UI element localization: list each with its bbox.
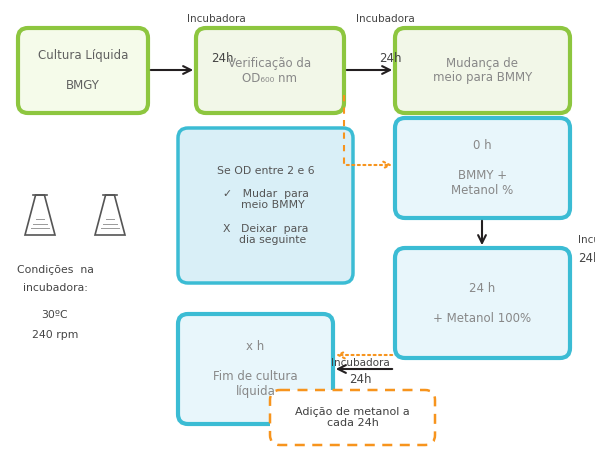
FancyBboxPatch shape [395, 28, 570, 113]
Text: 24h: 24h [349, 373, 371, 386]
Text: 24h: 24h [578, 252, 595, 265]
Text: Incubadora: Incubadora [187, 14, 245, 24]
Text: 240 rpm: 240 rpm [32, 330, 78, 340]
Text: 24h: 24h [211, 52, 233, 65]
Text: Verificação da
OD₆₀₀ nm: Verificação da OD₆₀₀ nm [228, 56, 312, 84]
Text: Incubadora: Incubadora [331, 358, 389, 368]
FancyBboxPatch shape [18, 28, 148, 113]
Text: Cultura Líquida

BMGY: Cultura Líquida BMGY [38, 49, 128, 92]
Text: Se OD entre 2 e 6

✓   Mudar  para
    meio BMMY

X   Deixar  para
    dia segui: Se OD entre 2 e 6 ✓ Mudar para meio BMMY… [217, 166, 314, 245]
Text: 24h: 24h [379, 52, 401, 65]
Text: Incubadora: Incubadora [578, 235, 595, 245]
FancyBboxPatch shape [270, 390, 435, 445]
Polygon shape [95, 195, 125, 235]
Text: 0 h

BMMY +
Metanol %: 0 h BMMY + Metanol % [452, 139, 513, 197]
Text: 30ºC: 30ºC [42, 310, 68, 320]
Text: Adição de metanol a
cada 24h: Adição de metanol a cada 24h [295, 407, 410, 428]
Text: x h

Fim de cultura
líquida: x h Fim de cultura líquida [213, 340, 298, 398]
Text: Condições  na: Condições na [17, 265, 93, 275]
Polygon shape [25, 195, 55, 235]
Text: incubadora:: incubadora: [23, 283, 87, 293]
FancyBboxPatch shape [196, 28, 344, 113]
FancyBboxPatch shape [395, 248, 570, 358]
Text: Mudança de
meio para BMMY: Mudança de meio para BMMY [433, 56, 532, 84]
FancyBboxPatch shape [178, 314, 333, 424]
FancyBboxPatch shape [178, 128, 353, 283]
FancyBboxPatch shape [395, 118, 570, 218]
Text: 24 h

+ Metanol 100%: 24 h + Metanol 100% [433, 281, 531, 325]
Text: Incubadora: Incubadora [356, 14, 414, 24]
